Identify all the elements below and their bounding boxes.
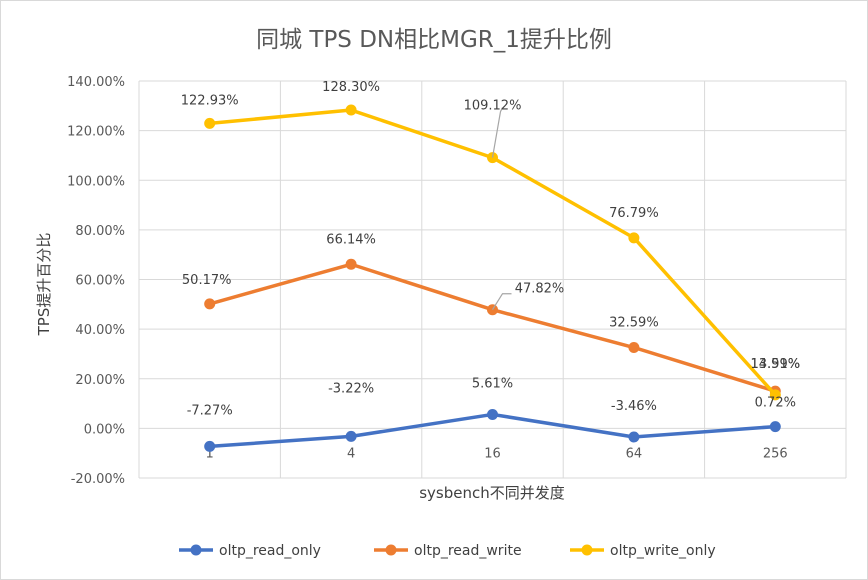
data-label-oltp_read_only: 5.61%: [472, 376, 513, 391]
data-labels: -7.27% -3.22% 5.61% -3.46% 0.72% 50.17% 66.14%…: [181, 80, 800, 418]
marker-oltp_read_write: [628, 342, 640, 354]
x-tick-label: 64: [626, 446, 643, 461]
y-tick-label: 100.00%: [67, 174, 125, 189]
gridlines: [138, 80, 847, 479]
data-label-oltp_write_only: 128.30%: [322, 80, 380, 95]
data-label-oltp_read_write: 50.17%: [182, 273, 232, 288]
data-label-oltp_read_write: 14.99%: [751, 357, 801, 372]
marker-oltp_write_only: [628, 232, 640, 244]
data-label-oltp_read_only: -3.22%: [328, 381, 374, 396]
legend-marker-oltp_read_write: [385, 544, 397, 556]
x-axis-title: sysbench不同并发度: [419, 484, 565, 502]
legend-label-oltp_read_only: oltp_read_only: [219, 543, 321, 559]
data-label-oltp_read_write: 32.59%: [609, 316, 659, 331]
x-tick-label: 256: [763, 446, 788, 461]
data-label-oltp_write_only: 109.12%: [464, 99, 522, 114]
marker-oltp_read_write: [204, 298, 216, 310]
label-leader-line: [491, 293, 512, 311]
x-axis-ticks: 1 4 16 64 256: [206, 446, 788, 461]
marker-oltp_write_only: [769, 389, 781, 401]
y-tick-label: 140.00%: [67, 75, 125, 90]
data-label-oltp_read_write: 47.82%: [515, 282, 565, 297]
x-tick-label: 4: [347, 446, 355, 461]
data-label-oltp_write_only: 13.51%: [751, 357, 801, 372]
y-tick-label: 60.00%: [75, 274, 125, 289]
marker-oltp_read_only: [487, 408, 498, 420]
y-tick-label: 40.00%: [75, 323, 125, 338]
data-label-oltp_write_only: 76.79%: [609, 206, 659, 221]
legend-label-oltp_read_write: oltp_read_write: [414, 543, 522, 559]
y-tick-label: 20.00%: [75, 373, 125, 388]
marker-oltp_read_only: [769, 421, 781, 433]
data-label-oltp_read_only: -3.46%: [611, 399, 657, 414]
series-line-oltp_read_write: [209, 262, 776, 393]
y-tick-label: 80.00%: [75, 224, 125, 239]
marker-oltp_read_only: [628, 431, 640, 443]
x-tick-label: 1: [206, 446, 214, 461]
y-tick-label: 0.00%: [84, 422, 125, 437]
data-label-oltp_write_only: 122.93%: [181, 93, 239, 108]
data-label-oltp_read_only: -7.27%: [187, 403, 233, 418]
marker-oltp_read_only: [204, 440, 216, 452]
data-label-oltp_read_only: 0.72%: [755, 396, 796, 411]
legend: oltp_read_only oltp_read_write oltp_write_…: [179, 543, 716, 559]
legend-marker-oltp_read_only: [190, 544, 202, 556]
y-axis-title: TPS提升百分比: [35, 233, 53, 337]
watermark: @稀土掘金技术社区: [735, 558, 861, 574]
label-leader-line: [491, 107, 504, 158]
marker-oltp_write_only: [345, 104, 357, 116]
y-tick-label: -20.00%: [71, 472, 125, 487]
marker-oltp_write_only: [204, 117, 216, 129]
legend-label-oltp_write_only: oltp_write_only: [610, 543, 716, 559]
marker-oltp_read_only: [345, 430, 357, 442]
y-tick-label: 120.00%: [67, 125, 125, 140]
x-tick-label: 16: [484, 446, 501, 461]
chart-title: 同城 TPS DN相比MGR_1提升比例: [256, 27, 612, 53]
y-axis-ticks: -20.00% 0.00% 20.00% 40.00% 60.00% 80.00% 100.…: [67, 75, 125, 487]
marker-oltp_read_write: [345, 258, 357, 270]
data-label-oltp_read_write: 66.14%: [326, 232, 376, 247]
legend-marker-oltp_write_only: [581, 544, 593, 556]
